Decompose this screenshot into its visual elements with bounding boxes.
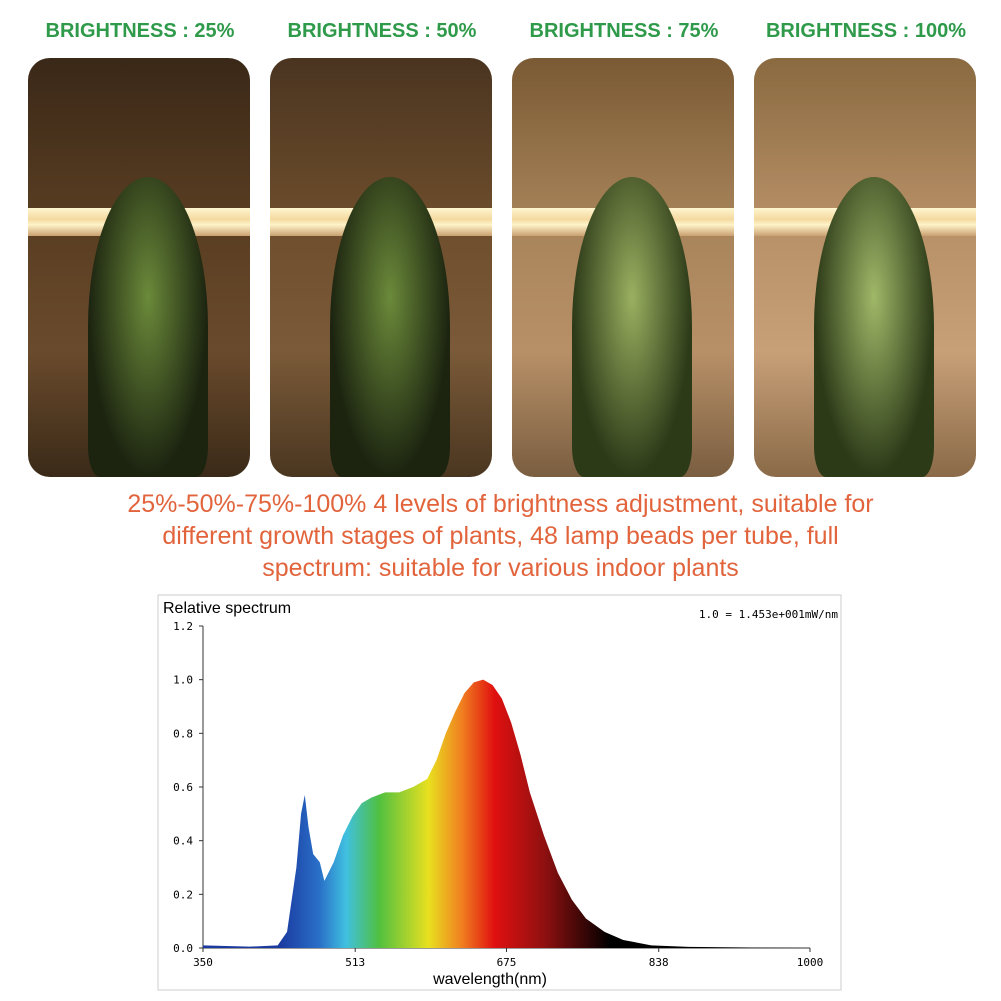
y-tick-label: 0.2 (173, 888, 193, 901)
y-tick-label: 0.4 (173, 835, 193, 848)
chart-frame (157, 594, 842, 991)
panel-label: BRIGHTNESS : 100% (765, 20, 967, 42)
x-tick-label: 1000 (797, 956, 824, 969)
panel-label: BRIGHTNESS : 50% (287, 20, 477, 42)
x-tick-label: 513 (345, 956, 365, 969)
panel-label: BRIGHTNESS : 25% (45, 20, 235, 42)
photo (270, 58, 492, 477)
y-tick-label: 0.0 (173, 942, 193, 955)
y-tick-label: 0.6 (173, 781, 193, 794)
panel-label: BRIGHTNESS : 75% (529, 20, 719, 42)
caption: spectrum: suitable for various indoor pl… (262, 554, 739, 582)
annotation: 1.0 = 1.453e+001mW/nm (699, 608, 838, 621)
photo (754, 58, 976, 477)
caption: different growth stages of plants, 48 la… (162, 522, 839, 550)
spectrum-area (203, 679, 810, 948)
x-axis-label: wavelength(nm) (432, 971, 547, 988)
y-tick-label: 0.8 (173, 727, 193, 740)
x-tick-label: 675 (497, 956, 517, 969)
y-tick-label: 1.0 (173, 674, 193, 687)
y-tick-label: 1.2 (173, 620, 193, 633)
photo (512, 58, 734, 477)
photo (28, 58, 250, 477)
x-tick-label: 838 (649, 956, 669, 969)
x-tick-label: 350 (193, 956, 213, 969)
chart-title: Relative spectrum (163, 600, 291, 617)
caption: 25%-50%-75%-100% 4 levels of brightness … (127, 490, 874, 518)
